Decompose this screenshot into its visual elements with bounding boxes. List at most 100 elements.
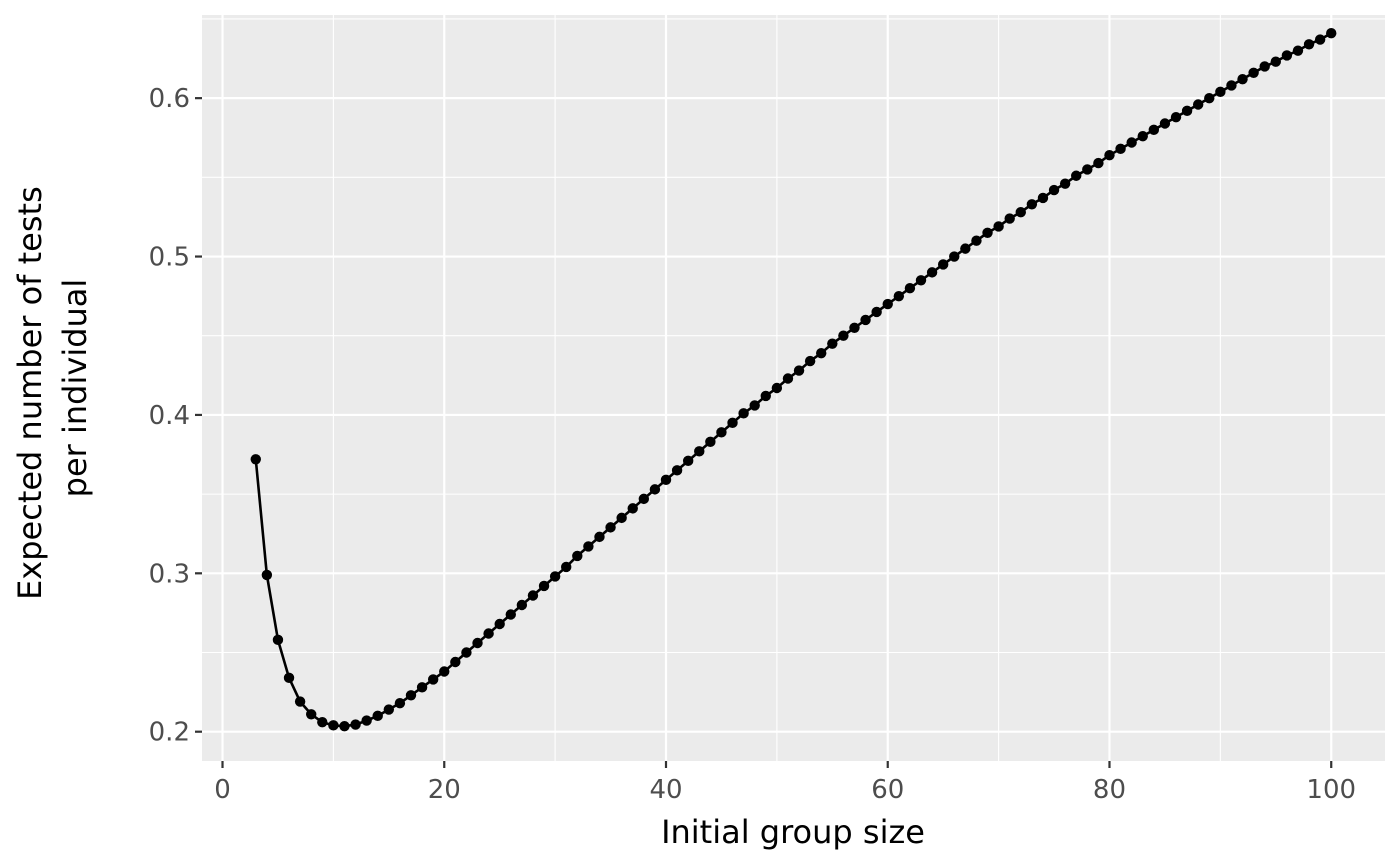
- data-point: [1259, 61, 1270, 72]
- data-point: [1159, 118, 1171, 129]
- data-point: [1048, 184, 1060, 196]
- data-point: [871, 306, 882, 318]
- data-point: [1071, 170, 1082, 181]
- data-point: [882, 298, 893, 310]
- data-point: [1137, 130, 1148, 142]
- y-axis-title-line-1: Expected number of tests: [11, 186, 49, 600]
- data-point: [1192, 99, 1204, 110]
- data-point: [283, 672, 295, 684]
- data-point: [1026, 199, 1038, 210]
- data-point: [705, 436, 716, 448]
- data-point: [527, 590, 539, 601]
- data-point: [372, 710, 383, 722]
- data-point: [827, 338, 838, 349]
- data-point: [450, 656, 461, 668]
- series-layer: [250, 28, 1337, 732]
- x-tick-label: 0: [214, 775, 231, 805]
- data-point: [361, 715, 372, 726]
- data-point: [749, 400, 760, 411]
- y-tick-label: 0.3: [149, 559, 190, 589]
- data-point: [971, 235, 982, 246]
- data-point: [1270, 56, 1281, 67]
- data-point: [627, 503, 638, 514]
- data-point: [860, 314, 871, 326]
- data-point: [738, 408, 749, 419]
- data-point: [1059, 178, 1071, 189]
- data-point: [594, 531, 605, 543]
- data-point: [294, 696, 306, 707]
- data-point: [516, 599, 528, 611]
- data-point: [982, 227, 993, 238]
- data-point: [793, 365, 805, 376]
- data-point: [682, 455, 694, 467]
- data-point: [771, 382, 783, 394]
- data-point: [782, 373, 794, 384]
- data-point: [383, 704, 395, 715]
- data-point: [838, 330, 849, 341]
- data-point: [572, 550, 583, 562]
- y-tick-label: 0.6: [149, 84, 190, 114]
- data-point: [250, 454, 261, 465]
- data-point: [816, 347, 827, 359]
- x-axis-title: Initial group size: [661, 813, 925, 851]
- data-point: [1281, 50, 1293, 61]
- data-point: [694, 446, 705, 457]
- data-point: [1015, 206, 1026, 218]
- x-tick-label: 60: [871, 775, 904, 805]
- data-point: [505, 609, 516, 620]
- data-point: [1204, 92, 1215, 104]
- data-point: [328, 720, 339, 731]
- data-point: [616, 512, 627, 524]
- data-point: [926, 267, 938, 278]
- data-point: [317, 717, 328, 728]
- y-axis-title-line-2: per individual: [56, 279, 94, 498]
- data-point: [1126, 137, 1137, 148]
- data-point: [427, 674, 439, 685]
- data-point: [904, 283, 916, 294]
- data-point: [1004, 213, 1015, 224]
- plot-panel: [202, 15, 1385, 761]
- data-point: [671, 465, 683, 476]
- data-point: [494, 618, 505, 630]
- data-point: [949, 251, 960, 262]
- data-point: [1093, 157, 1104, 169]
- data-point: [472, 637, 483, 649]
- data-point: [483, 628, 494, 639]
- x-tick-label: 20: [428, 775, 461, 805]
- data-point: [960, 243, 971, 254]
- x-axis: 0 20 40 60 80 100: [214, 761, 1356, 805]
- data-point: [849, 322, 860, 334]
- y-axis-title: Expected number of tests per individual: [11, 176, 94, 600]
- data-point: [1104, 149, 1115, 161]
- data-point: [350, 719, 361, 730]
- data-point: [1226, 80, 1237, 91]
- data-point: [306, 709, 317, 720]
- data-point: [649, 484, 661, 495]
- data-point: [605, 522, 616, 533]
- y-tick-label: 0.4: [149, 401, 190, 431]
- data-point: [583, 541, 594, 552]
- data-point: [461, 647, 472, 658]
- data-point: [339, 720, 350, 732]
- data-point: [1303, 39, 1315, 50]
- data-point: [638, 493, 650, 505]
- grid-minor: [202, 15, 1385, 761]
- data-point: [660, 474, 672, 486]
- data-point: [1037, 192, 1049, 204]
- data-point: [549, 571, 561, 582]
- data-point: [1215, 86, 1226, 98]
- data-point: [760, 390, 771, 402]
- data-point: [893, 290, 905, 302]
- data-point: [261, 569, 273, 581]
- y-tick-label: 0.5: [149, 243, 190, 273]
- x-tick-label: 40: [649, 775, 682, 805]
- data-point: [416, 682, 428, 693]
- data-point: [716, 427, 727, 438]
- data-point: [804, 355, 816, 367]
- data-point: [1082, 164, 1093, 175]
- data-point: [1170, 111, 1182, 123]
- data-point: [915, 275, 927, 286]
- y-axis: 0.2 0.3 0.4 0.5 0.6: [149, 84, 202, 748]
- y-tick-label: 0.2: [149, 718, 190, 748]
- data-point: [394, 697, 406, 709]
